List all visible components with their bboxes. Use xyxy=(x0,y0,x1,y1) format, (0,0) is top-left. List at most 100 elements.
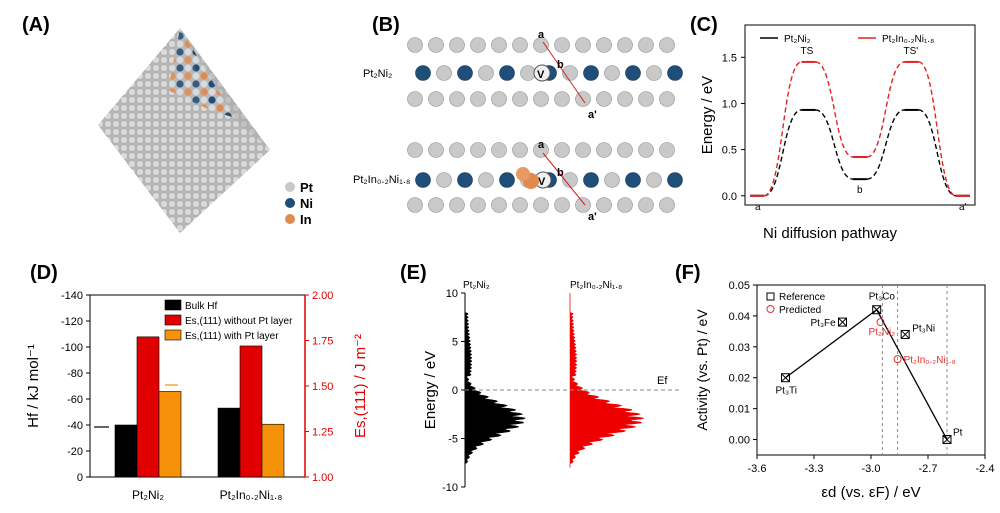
f-ref-label-1: Pt₃Fe xyxy=(811,318,837,329)
b-bot-r1-atom-2 xyxy=(449,142,465,158)
b-bot-r1-atom-4 xyxy=(491,142,507,158)
c-ytick-label-0: 0.0 xyxy=(722,191,737,203)
f-ytick-label-1: 0.01 xyxy=(729,404,750,416)
site-b-top: b xyxy=(557,59,564,71)
b-bot-r2-atom-8 xyxy=(583,172,599,188)
b-bot-r1-atom-5 xyxy=(512,142,528,158)
b-top-r2-atom-1 xyxy=(436,65,452,81)
b-top-r2-atom-5 xyxy=(520,65,536,81)
vacancy-top xyxy=(533,64,551,82)
d-bar-2-1 xyxy=(261,423,285,478)
panel-label-e: (E) xyxy=(400,262,427,284)
panel-label-a: (A) xyxy=(22,14,50,36)
f-ytick-label-4: 0.04 xyxy=(729,311,750,323)
f-ref-point-1 xyxy=(838,317,847,327)
b-top-r1-atom-0 xyxy=(407,37,423,53)
b-top-r3-atom-5 xyxy=(512,91,528,107)
b-top-r1-atom-11 xyxy=(638,37,654,53)
c-ytick-label-1: 0.5 xyxy=(722,145,737,157)
b-top-r3-atom-12 xyxy=(659,91,675,107)
d-legend-1: Es,(111) without Pt layer xyxy=(185,316,293,327)
f-pred-point-0 xyxy=(876,318,885,327)
b-top-r2-atom-3 xyxy=(478,65,494,81)
b-bot-r1-atom-7 xyxy=(554,142,570,158)
site-b-bottom: b xyxy=(557,167,564,179)
c-ylabel: Energy / eV xyxy=(699,76,716,154)
b-top-r3-atom-7 xyxy=(554,91,570,107)
d-ytick-right-label-1: 1.25 xyxy=(312,427,333,439)
chart-e-dos: -10 -5 0 5 10 Energy / eV Ef Pt₂Ni₂ Pt₂In₀.₂Ni₁.… xyxy=(422,280,680,494)
d-ytick-left-label-5: -100 xyxy=(61,342,83,354)
b-bot-r3-atom-12 xyxy=(659,197,675,213)
d-ylabel-right: Es,(111) / J m⁻² xyxy=(352,334,369,438)
d-ylabel-left: Hf / kJ mol⁻¹ xyxy=(25,344,42,428)
panel-label-c: (C) xyxy=(690,14,718,36)
b-top-r3-atom-4 xyxy=(491,91,507,107)
b-top-r2-atom-12 xyxy=(667,65,683,81)
b-bot-r3-atom-5 xyxy=(512,197,528,213)
e-ytick-label-2: 0 xyxy=(452,385,458,397)
site-a-top: a xyxy=(538,29,545,41)
b-top-r3-atom-6 xyxy=(533,91,549,107)
b-top-r3-atom-1 xyxy=(428,91,444,107)
f-pred-label-1: Pt₂In₀.₂Ni₁.₈ xyxy=(904,355,956,366)
e-ytick-label-1: -5 xyxy=(448,434,458,446)
b-top-r1-atom-10 xyxy=(617,37,633,53)
legend-a: Pt Ni In xyxy=(285,180,314,227)
c-state-ap: a' xyxy=(959,202,967,213)
c-ytick-label-2: 1.0 xyxy=(722,98,737,110)
f-ref-label-3: Pt₃Ni xyxy=(912,323,935,334)
b-bot-r2-atom-12 xyxy=(667,172,683,188)
e-dos-1 xyxy=(569,293,645,468)
b-bot-r2-atom-7 xyxy=(562,172,578,188)
d-ytick-right-label-0: 1.00 xyxy=(312,472,333,484)
c-xlabel: Ni diffusion pathway xyxy=(763,225,897,242)
b-bot-r2-atom-2 xyxy=(457,172,473,188)
legend-pt: Pt xyxy=(300,180,314,195)
f-ylabel: Activity (vs. Pt) / eV xyxy=(694,309,710,431)
f-legend-ref-icon xyxy=(766,292,775,301)
panel-label-f: (F) xyxy=(675,262,701,284)
b-top-r1-atom-9 xyxy=(596,37,612,53)
f-ref-point-0 xyxy=(781,373,790,383)
panel-label-b: (B) xyxy=(372,14,400,36)
d-bar-1-1 xyxy=(239,345,263,478)
f-ref-point-3 xyxy=(900,329,910,339)
b-bot-r1-atom-12 xyxy=(659,142,675,158)
b-bot-r3-atom-2 xyxy=(449,197,465,213)
f-ytick-label-0: 0.00 xyxy=(729,435,750,447)
d-ytick-left-label-6: -120 xyxy=(61,316,83,328)
b-top-r2-atom-2 xyxy=(457,65,473,81)
ni-legend-icon xyxy=(285,198,295,208)
b-bot-r1-atom-11 xyxy=(638,142,654,158)
b-top-r1-atom-2 xyxy=(449,37,465,53)
b-top-r1-atom-5 xyxy=(512,37,528,53)
d-ytick-left-label-1: -20 xyxy=(67,446,83,458)
d-bar-2-0 xyxy=(158,391,182,478)
b-top-r2-atom-9 xyxy=(604,65,620,81)
diffusion-path-top xyxy=(542,41,586,104)
f-ref-cross-1 xyxy=(838,317,847,327)
structure-formula-top: Pt₂Ni₂ xyxy=(363,68,392,80)
f-legend-0: Reference xyxy=(779,292,826,303)
f-ref-label-2: Pt₃Co xyxy=(869,292,896,303)
b-top-r3-atom-10 xyxy=(617,91,633,107)
e-title-0: Pt₂Ni₂ xyxy=(463,280,490,291)
b-bot-r3-atom-9 xyxy=(596,197,612,213)
f-xlabel: εd (vs. εF) / eV xyxy=(821,484,920,501)
site-a-bottom: a xyxy=(538,139,545,151)
in-legend-icon xyxy=(285,214,295,224)
b-top-r1-atom-3 xyxy=(470,37,486,53)
d-bar-0-1 xyxy=(217,407,241,478)
b-bot-r3-atom-0 xyxy=(407,197,423,213)
b-bot-r3-atom-6 xyxy=(533,197,549,213)
panel-b-structures: Pt₂Ni₂ Pt₂In₀.₂Ni₁.₈ V V a b a' a b a' xyxy=(353,29,683,223)
b-bot-r1-atom-10 xyxy=(617,142,633,158)
b-bot-r2-atom-1 xyxy=(436,172,452,188)
d-ytick-right-label-4: 2.00 xyxy=(312,290,333,302)
e-ytick-label-4: 10 xyxy=(446,288,458,300)
f-ytick-label-5: 0.05 xyxy=(729,280,750,292)
d-category-1: Pt₂In₀.₂Ni₁.₈ xyxy=(220,488,283,502)
f-ref-cross-2 xyxy=(872,305,882,315)
b-top-r3-atom-2 xyxy=(449,91,465,107)
